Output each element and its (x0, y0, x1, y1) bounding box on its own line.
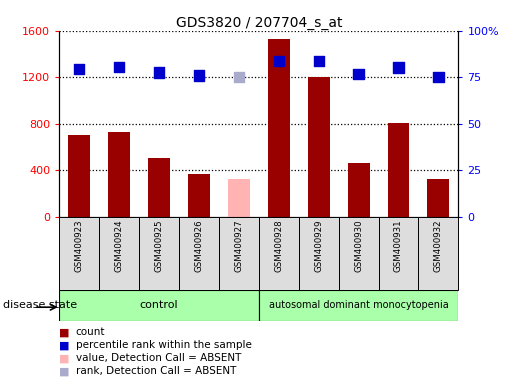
Point (434, 74, 442, 80)
Text: disease state: disease state (3, 300, 77, 310)
Point (315, 58, 323, 64)
Point (115, 64, 123, 70)
Text: GSM400931: GSM400931 (394, 219, 403, 272)
Bar (259, 217, 299, 290)
Bar (59, 290, 259, 321)
Text: ■: ■ (59, 366, 70, 376)
Point (75, 66, 83, 72)
Text: GSM400932: GSM400932 (434, 219, 443, 272)
Text: GSM400924: GSM400924 (115, 219, 124, 272)
Text: rank, Detection Call = ABSENT: rank, Detection Call = ABSENT (76, 366, 236, 376)
Text: ■: ■ (59, 353, 70, 363)
Text: GSM400923: GSM400923 (75, 219, 83, 272)
Bar (299, 217, 339, 290)
Text: GSM400928: GSM400928 (274, 219, 283, 272)
Bar (68, 136, 90, 217)
Text: GSM400930: GSM400930 (354, 219, 363, 272)
Point (394, 64, 403, 70)
Text: GSM400925: GSM400925 (154, 219, 163, 272)
Bar (228, 179, 250, 217)
Bar (307, 77, 330, 217)
Bar (427, 179, 450, 217)
Point (195, 73, 203, 79)
Bar (148, 157, 170, 217)
Point (235, 74, 243, 80)
Bar (418, 217, 458, 290)
Text: autosomal dominant monocytopenia: autosomal dominant monocytopenia (269, 300, 449, 310)
Text: ■: ■ (59, 340, 70, 350)
Bar (387, 122, 409, 217)
Bar (348, 164, 370, 217)
Text: value, Detection Call = ABSENT: value, Detection Call = ABSENT (76, 353, 241, 363)
Bar (59, 217, 99, 290)
Bar (259, 290, 458, 321)
Bar (379, 217, 418, 290)
Bar (339, 217, 379, 290)
Text: ■: ■ (59, 327, 70, 337)
Bar (99, 217, 139, 290)
Bar (188, 174, 210, 217)
Bar (108, 132, 130, 217)
Text: control: control (140, 300, 178, 310)
Text: GSM400927: GSM400927 (234, 219, 243, 272)
Bar (268, 39, 290, 217)
Text: GSM400926: GSM400926 (195, 219, 203, 272)
Point (274, 58, 283, 64)
Bar (139, 217, 179, 290)
Point (155, 70, 163, 76)
Point (354, 71, 363, 77)
Bar (219, 217, 259, 290)
Text: percentile rank within the sample: percentile rank within the sample (76, 340, 252, 350)
Text: count: count (76, 327, 105, 337)
Title: GDS3820 / 207704_s_at: GDS3820 / 207704_s_at (176, 16, 342, 30)
Text: GSM400929: GSM400929 (314, 219, 323, 271)
Bar (179, 217, 219, 290)
